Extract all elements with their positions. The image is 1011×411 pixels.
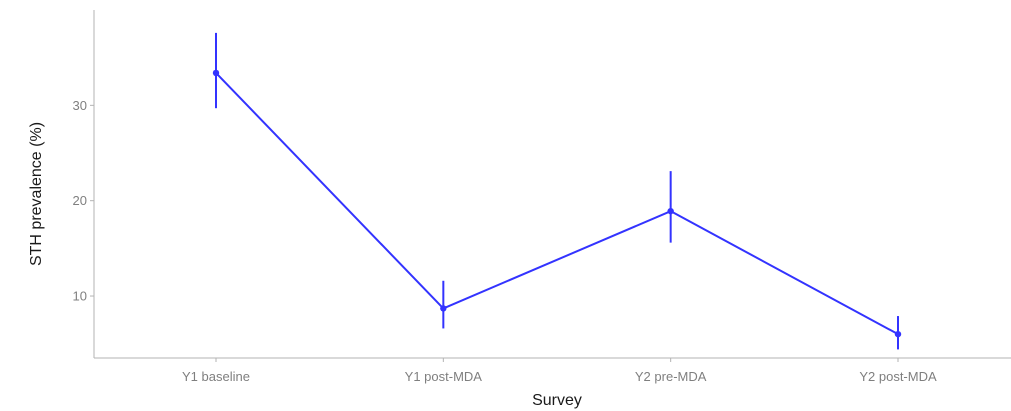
- x-tick-label: Y1 post-MDA: [405, 369, 483, 384]
- y-tick-label: 30: [73, 98, 87, 113]
- x-tick-label: Y2 pre-MDA: [635, 369, 707, 384]
- y-tick-label: 20: [73, 193, 87, 208]
- data-point: [440, 305, 447, 312]
- x-tick-label: Y2 post-MDA: [859, 369, 937, 384]
- y-axis-title: STH prevalence (%): [28, 122, 45, 266]
- data-point: [894, 330, 902, 338]
- y-tick-label: 10: [73, 289, 87, 304]
- x-axis-title: Survey: [532, 392, 582, 409]
- axes: [93, 10, 1011, 359]
- x-tick-label: Y1 baseline: [182, 369, 250, 384]
- series-line: [215, 72, 899, 336]
- series: [212, 69, 902, 338]
- error-bars: [215, 32, 899, 350]
- data-point: [667, 207, 674, 215]
- data-point: [212, 69, 220, 77]
- ticks: 10 20 30 Y1 baseline Y1 post-MDA Y2 pre-MDA Y2…: [73, 98, 937, 384]
